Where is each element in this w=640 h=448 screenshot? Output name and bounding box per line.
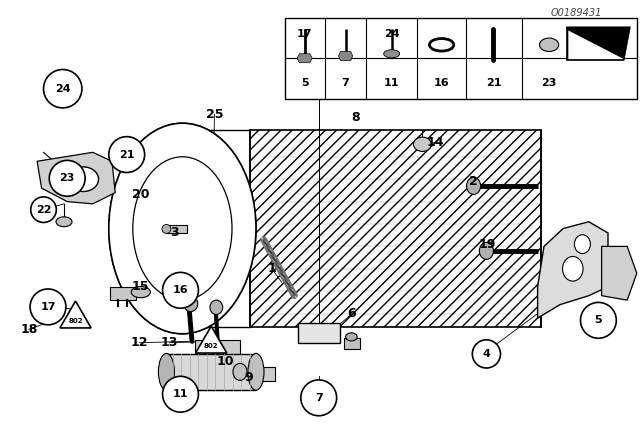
Polygon shape	[60, 301, 91, 328]
Polygon shape	[166, 354, 256, 390]
Text: 16: 16	[434, 78, 449, 88]
Text: 16: 16	[173, 285, 188, 295]
Text: 18: 18	[20, 323, 38, 336]
Polygon shape	[256, 367, 275, 381]
Text: 17: 17	[297, 29, 312, 39]
Polygon shape	[602, 246, 637, 300]
Ellipse shape	[109, 123, 256, 334]
Polygon shape	[297, 54, 312, 63]
Text: 21: 21	[486, 78, 501, 88]
Circle shape	[580, 302, 616, 338]
Circle shape	[109, 137, 145, 172]
Polygon shape	[285, 18, 637, 99]
Circle shape	[163, 272, 198, 308]
Polygon shape	[568, 30, 624, 59]
Circle shape	[49, 160, 85, 196]
Text: 20: 20	[132, 188, 150, 202]
Text: 7: 7	[342, 78, 349, 88]
Text: 13: 13	[161, 336, 179, 349]
Circle shape	[472, 340, 500, 368]
Ellipse shape	[248, 353, 264, 390]
Ellipse shape	[109, 123, 256, 334]
Text: 23: 23	[541, 78, 557, 88]
Polygon shape	[566, 27, 630, 60]
Ellipse shape	[346, 333, 357, 341]
Ellipse shape	[68, 167, 99, 191]
Text: 6: 6	[348, 307, 356, 320]
Polygon shape	[166, 225, 187, 233]
Text: 1: 1	[268, 262, 276, 276]
Ellipse shape	[184, 296, 198, 312]
Polygon shape	[110, 287, 136, 300]
Ellipse shape	[563, 256, 583, 281]
Polygon shape	[298, 323, 340, 343]
Text: 9: 9	[244, 371, 253, 384]
Circle shape	[44, 69, 82, 108]
Text: 21: 21	[119, 150, 134, 159]
Circle shape	[30, 289, 66, 325]
Ellipse shape	[162, 224, 171, 233]
Text: 17: 17	[40, 302, 56, 312]
Text: 25: 25	[205, 108, 223, 121]
Text: 22: 22	[36, 205, 51, 215]
Text: 802: 802	[204, 343, 218, 349]
Polygon shape	[538, 222, 608, 318]
Circle shape	[31, 197, 56, 223]
Ellipse shape	[56, 217, 72, 227]
Ellipse shape	[210, 300, 223, 314]
Text: 10: 10	[216, 355, 234, 369]
Text: 12: 12	[131, 336, 148, 349]
Ellipse shape	[158, 353, 174, 390]
Text: 3: 3	[170, 226, 179, 240]
Text: 4: 4	[483, 349, 490, 359]
Ellipse shape	[131, 287, 150, 297]
Text: 2: 2	[469, 175, 478, 188]
Text: 7: 7	[315, 393, 323, 403]
Text: 802: 802	[68, 318, 83, 324]
Polygon shape	[196, 326, 227, 353]
Polygon shape	[344, 338, 360, 349]
Ellipse shape	[467, 177, 481, 194]
Text: 15: 15	[132, 280, 150, 293]
Ellipse shape	[575, 235, 591, 254]
Text: 24: 24	[55, 84, 70, 94]
Polygon shape	[250, 130, 541, 327]
Ellipse shape	[384, 50, 399, 58]
Ellipse shape	[479, 242, 493, 259]
Text: 8: 8	[351, 111, 360, 124]
Ellipse shape	[233, 363, 247, 380]
Ellipse shape	[413, 137, 431, 151]
Polygon shape	[37, 152, 115, 204]
Circle shape	[163, 376, 198, 412]
Text: 14: 14	[426, 136, 444, 149]
Ellipse shape	[540, 38, 559, 52]
Text: 23: 23	[60, 173, 75, 183]
Text: 19: 19	[479, 237, 497, 251]
Circle shape	[301, 380, 337, 416]
Text: 11: 11	[384, 78, 399, 88]
Polygon shape	[195, 340, 240, 390]
Text: 5: 5	[301, 78, 308, 88]
Text: O0189431: O0189431	[550, 8, 602, 17]
Text: 5: 5	[595, 315, 602, 325]
Polygon shape	[339, 52, 353, 60]
Text: 24: 24	[384, 29, 399, 39]
Ellipse shape	[133, 157, 232, 300]
Text: 11: 11	[173, 389, 188, 399]
